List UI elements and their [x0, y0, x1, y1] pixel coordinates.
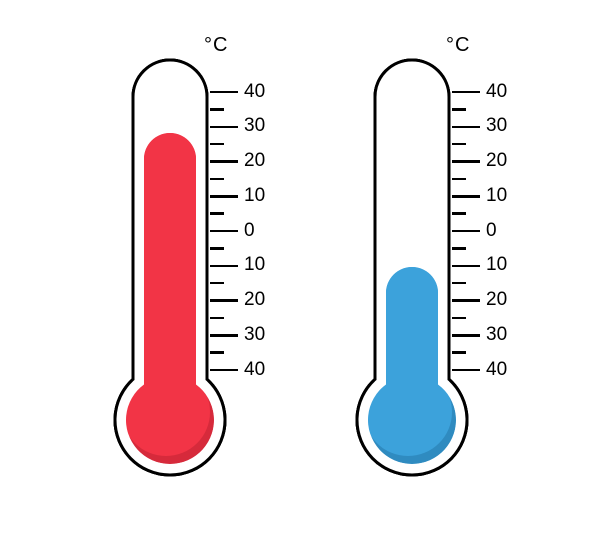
scale-major-tick: [452, 299, 480, 302]
thermometer-cold: °C 40 30 20 10 0 10 20 30 40: [0, 0, 612, 543]
scale-minor-tick: [452, 317, 466, 320]
scale-major-tick: [452, 334, 480, 337]
scale-tick-label: 10: [486, 185, 507, 207]
scale-tick-label: 30: [486, 324, 507, 346]
scale-minor-tick: [452, 282, 466, 285]
scale-major-tick: [452, 160, 480, 163]
scale-minor-tick: [452, 108, 466, 111]
scale-major-tick: [452, 126, 480, 129]
scale-major-tick: [452, 265, 480, 268]
scale-tick-label: 0: [486, 220, 497, 242]
scale-tick-label: 30: [486, 115, 507, 137]
thermometer-diagram: °C 40 30 20 10 0 10 20 30 40°C 40 30 20 10 0 10 20 30 40: [0, 0, 612, 543]
scale-minor-tick: [452, 351, 466, 354]
scale-minor-tick: [452, 247, 466, 250]
unit-label: °C: [446, 34, 470, 57]
scale-tick-label: 40: [486, 81, 507, 103]
scale-major-tick: [452, 230, 480, 233]
scale-major-tick: [452, 91, 480, 94]
scale-tick-label: 10: [486, 254, 507, 276]
thermometer-cold-svg: [0, 0, 612, 543]
scale-tick-label: 20: [486, 289, 507, 311]
scale-minor-tick: [452, 143, 466, 146]
scale-minor-tick: [452, 178, 466, 181]
scale-tick-label: 20: [486, 150, 507, 172]
scale-tick-label: 40: [486, 359, 507, 381]
scale-major-tick: [452, 369, 480, 372]
scale-minor-tick: [452, 212, 466, 215]
scale-major-tick: [452, 195, 480, 198]
